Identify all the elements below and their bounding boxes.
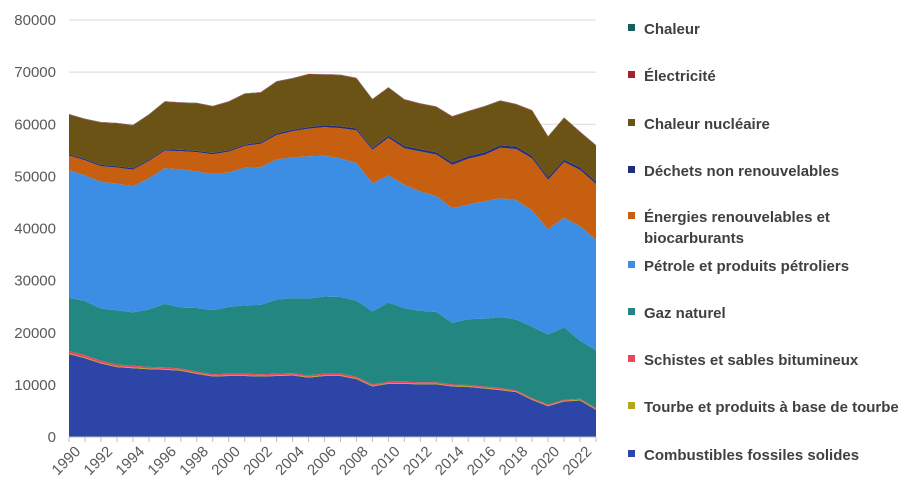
x-tick-label: 2014 [432, 443, 468, 479]
legend-item-combustibles-fossiles: Combustibles fossiles solides [628, 445, 859, 466]
legend-item-electricite: Électricité [628, 66, 716, 87]
axes [68, 436, 597, 442]
legend-label: Combustibles fossiles solides [644, 447, 860, 464]
y-tick-label: 60000 [14, 116, 56, 133]
area-chaleur-nucleaire [69, 74, 596, 182]
x-tick-label: 2006 [304, 443, 340, 479]
legend-swatch [628, 24, 635, 31]
y-tick-label: 0 [48, 429, 56, 446]
legend-swatch [628, 166, 635, 173]
legend-label: Énergies renouvelables et biocarburants [644, 209, 830, 247]
area-combustibles-fossiles-solides [69, 354, 596, 437]
legend-label: Électricité [644, 68, 716, 85]
x-tick-label: 1990 [49, 443, 85, 479]
legend-swatch [628, 261, 635, 268]
area-series-group [69, 73, 596, 437]
area-tourbe-et-produits-a-base-de-tourbe [69, 353, 596, 410]
legend-item-chaleur-nucleaire: Chaleur nucléaire [628, 114, 770, 135]
legend-swatch [628, 119, 635, 126]
legend-item-gaz-naturel: Gaz naturel [628, 303, 726, 324]
legend-label: Chaleur [644, 21, 700, 38]
legend-swatch [628, 308, 635, 315]
stacked-area-chart: 0 10000 20000 30000 40000 50000 60000 70000 8000… [14, 12, 597, 479]
y-tick-label: 80000 [14, 12, 56, 29]
x-tick-label: 2016 [464, 443, 500, 479]
x-tick-label: 2004 [272, 443, 308, 479]
legend-item-energies-renouvelables: Énergies renouvelables et biocarburants [628, 207, 858, 249]
x-tick-label: 2010 [368, 443, 404, 479]
legend-swatch [628, 402, 635, 409]
legend-item-tourbe: Tourbe et produits à base de tourbe [628, 397, 899, 418]
x-tick-label: 2000 [208, 443, 244, 479]
legend-label: Pétrole et produits pétroliers [644, 258, 850, 275]
x-tick-label: 2008 [336, 443, 372, 479]
x-tick-label: 2018 [496, 443, 532, 479]
legend-swatch [628, 355, 635, 362]
legend-item-schistes: Schistes et sables bitumineux [628, 350, 858, 371]
legend-label: Tourbe et produits à base de tourbe [644, 399, 899, 416]
y-tick-label: 40000 [14, 221, 56, 238]
legend-label: Chaleur nucléaire [644, 116, 770, 133]
legend-swatch [628, 450, 635, 457]
x-tick-label: 2002 [240, 443, 276, 479]
legend-item-dechets-non-renouvelables: Déchets non renouvelables [628, 161, 839, 182]
y-tick-label: 30000 [14, 273, 56, 290]
x-tick-label: 2020 [528, 443, 564, 479]
y-tick-label: 70000 [14, 64, 56, 81]
y-tick-label: 20000 [14, 325, 56, 342]
legend-label: Schistes et sables bitumineux [644, 352, 859, 369]
x-tick-label: 1992 [81, 443, 117, 479]
y-tick-label: 10000 [14, 377, 56, 394]
x-tick-label: 1996 [144, 443, 180, 479]
x-axis-tick-labels: 1990199219941996199820002002200420062008… [49, 443, 596, 479]
y-axis-tick-labels: 0 10000 20000 30000 40000 50000 60000 70000 8000… [14, 12, 56, 446]
area-energies-renouvelables-et-biocarburants [69, 127, 596, 240]
y-tick-label: 50000 [14, 168, 56, 185]
legend-item-chaleur: Chaleur [628, 19, 700, 40]
legend-item-petrole: Pétrole et produits pétroliers [628, 256, 849, 277]
x-tick-label: 2012 [400, 443, 436, 479]
legend-label: Gaz naturel [644, 305, 726, 322]
area-petrole-et-produits-petroliers [69, 155, 596, 351]
legend-swatch [628, 212, 635, 219]
area-schistes-et-sables-bitumineux [69, 350, 596, 410]
legend-label: Déchets non renouvelables [644, 163, 840, 180]
area-gaz-naturel [69, 296, 596, 409]
legend-swatch [628, 71, 635, 78]
x-tick-label: 2022 [560, 443, 596, 479]
x-tick-label: 1994 [112, 443, 148, 479]
x-tick-label: 1998 [176, 443, 212, 479]
